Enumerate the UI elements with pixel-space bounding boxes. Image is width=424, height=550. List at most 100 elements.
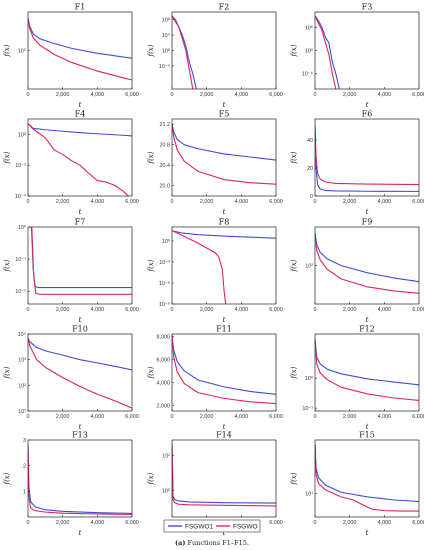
x-tick-label: 4,000 [378,520,392,526]
series-group [172,124,276,185]
y-axis-label: f(x) [147,44,155,57]
y-tick-label: 10⁻² [15,289,26,295]
plot-frame [27,333,133,412]
series-group [315,125,419,192]
series-line-fsgwo [172,124,276,185]
y-tick-label: 10⁰ [162,49,170,55]
x-tick-label: 6,000 [269,414,283,420]
y-tick-label: 10² [305,264,313,270]
y-tick-label: 10⁰ [18,225,26,231]
x-tick-label: 0 [314,307,317,313]
y-axis-label: f(x) [147,472,155,485]
series-line-fsgwo [172,336,276,405]
subplot-title: F11 [216,325,232,334]
series-line-fsgwo [28,337,132,409]
series-line-fsgwo [28,123,129,196]
x-tick-label: 4,000 [378,92,392,98]
x-tick-label: 6,000 [412,414,424,420]
series-line-fsgwo [28,18,132,81]
series-group [28,337,132,409]
y-axis-label: f(x) [3,151,11,164]
y-tick-label: 10⁰ [162,239,170,245]
subplot-title: F3 [362,3,373,12]
y-axis-label: f(x) [290,259,298,272]
x-axis-label: t [223,423,226,431]
y-tick-label: 10⁶ [305,25,313,31]
x-tick-label: 2,000 [343,414,357,420]
x-tick-label: 6,000 [412,307,424,313]
x-tick-label: 0 [27,520,30,526]
y-tick-label: 4,000 [157,380,171,386]
x-axis-label: t [79,529,82,537]
x-tick-label: 0 [314,414,317,420]
y-tick-label: 10⁵ [18,49,26,55]
y-tick-label: 10⁻⁹ [159,302,170,308]
x-axis-label: t [366,423,369,431]
y-tick-label: 20 [307,166,313,172]
y-tick-label: 10⁰ [305,49,313,55]
y-tick-label: 20.4 [160,163,171,169]
x-tick-label: 0 [171,414,174,420]
legend: FSGWO1 FSGWO [163,519,261,533]
y-tick-label: 10⁻¹ [15,257,26,263]
y-tick-label: 21.2 [160,122,171,128]
x-tick-label: 0 [314,199,317,205]
x-axis-label: t [223,529,226,537]
x-tick-label: 2,000 [200,307,214,313]
x-tick-label: 0 [171,199,174,205]
series-line-fsgwo [315,125,419,186]
y-axis-label: f(x) [290,472,298,485]
x-tick-label: 0 [314,92,317,98]
plot-frame [314,118,420,197]
x-tick-label: 4,000 [91,307,105,313]
subplot-f10: F10 0 2,000 4,000 6,000 10⁴ 10³ 10² 10¹ t f(x) [3,325,139,432]
y-tick-label: 10⁴ [18,332,27,338]
plot-frame [27,226,133,305]
y-tick-label: 20.8 [160,143,171,149]
x-axis-label: t [79,423,82,431]
y-axis-label: f(x) [3,44,11,57]
y-tick-label: 10¹ [305,492,313,498]
subplot-f5: F5 0 2,000 4,000 6,000 21.2 20.8 20.4 20.0 t f(x) [147,110,283,217]
y-tick-label: 10⁻² [15,163,26,169]
plot-frame [314,226,420,305]
series-line-fsgwo1 [172,336,276,395]
legend-box [163,519,261,533]
x-tick-label: 6,000 [412,199,424,205]
x-axis-label: t [79,316,82,324]
x-tick-label: 4,000 [91,414,105,420]
y-axis-label: f(x) [147,259,155,272]
x-tick-label: 6,000 [125,92,139,98]
y-tick-label: 10¹ [18,409,26,415]
series-line-fsgwo1 [315,125,419,192]
series-line-fsgwo1 [172,124,276,161]
subplot-f3: F3 0 2,000 4,000 6,000 10⁶ 10⁰ 10⁻⁶ t f(x) [290,3,424,110]
series-line-fsgwo1 [315,339,419,386]
subplot-f8: F8 0 2,000 4,000 6,000 10⁰ 10⁻³ 10⁻⁶ 10⁻⁹ t f(x) [147,218,283,325]
series-group [172,230,276,304]
subplot-title: F15 [359,431,375,440]
x-tick-label: 6,000 [269,520,283,526]
x-tick-label: 4,000 [91,92,105,98]
y-tick-label: 3 [23,438,26,444]
subplot-f13: F13 0 2,000 4,000 6,000 3 2 1 t f(x) [3,431,139,538]
x-tick-label: 2,000 [56,199,70,205]
series-line-fsgwo [315,15,337,89]
x-tick-label: 2,000 [200,414,214,420]
x-tick-label: 4,000 [378,414,392,420]
x-axis-label: t [366,316,369,324]
series-line-fsgwo1 [172,230,276,239]
series-line-fsgwo1 [315,232,419,283]
x-tick-label: 0 [27,92,30,98]
subplot-title: F14 [216,431,232,440]
subplot-title: F1 [75,3,86,12]
y-tick-label: 10⁻⁴ [159,64,171,70]
series-group [315,15,340,89]
series-line-fsgwo [28,227,132,295]
y-axis-label: f(x) [290,44,298,57]
y-tick-label: 2 [23,464,26,470]
plot-frame [171,11,277,90]
plot-frame [27,439,133,518]
y-tick-label: 10⁻¹ [302,406,313,412]
